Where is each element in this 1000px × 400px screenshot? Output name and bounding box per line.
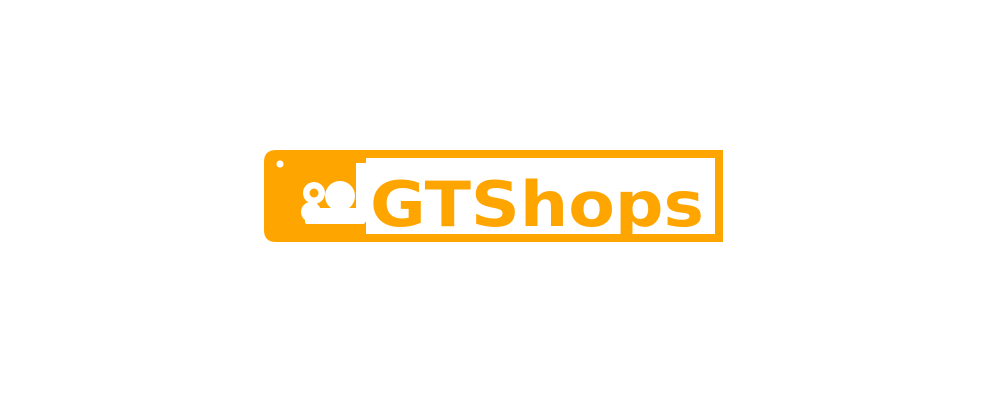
cloud-shop-icon	[301, 181, 365, 224]
tag-hole-icon	[276, 160, 284, 168]
brand-name: GTShops	[370, 168, 704, 241]
